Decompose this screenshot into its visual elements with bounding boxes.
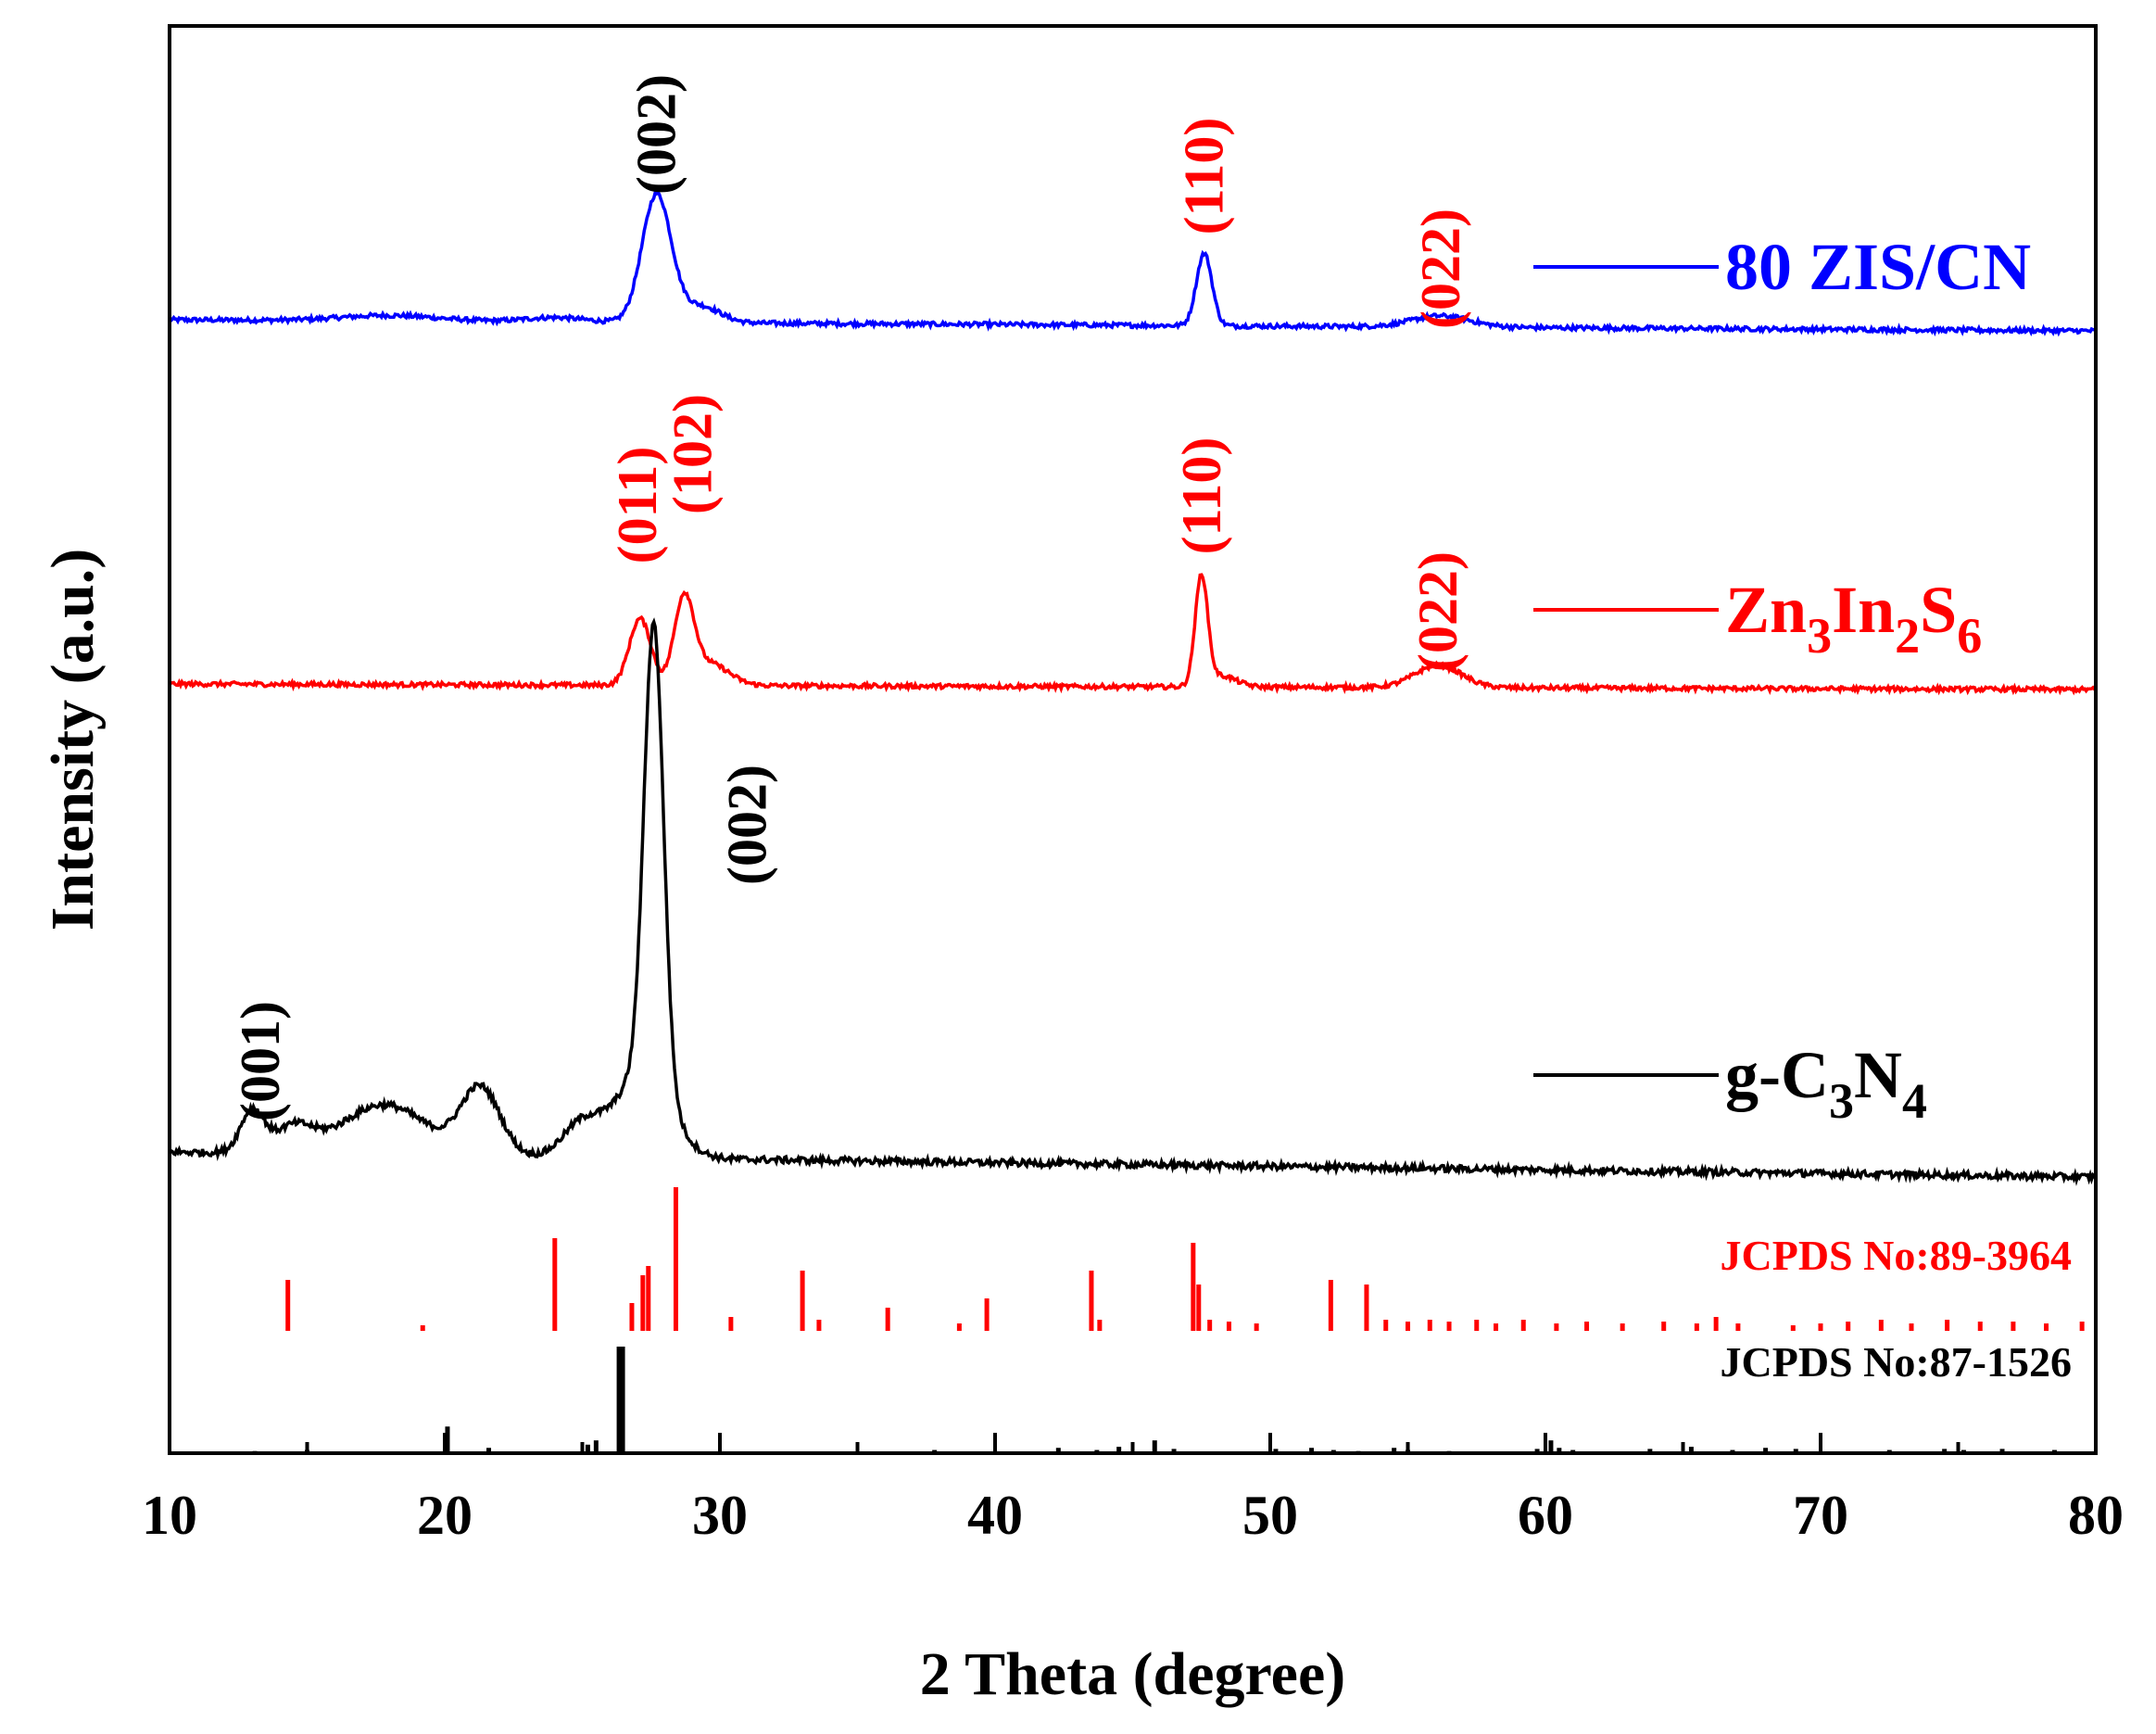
legend-label-part: 3 bbox=[1829, 1073, 1854, 1129]
peak-label: (002) bbox=[717, 765, 778, 885]
series-line-1 bbox=[168, 573, 2097, 696]
x-tick-label: 20 bbox=[417, 1485, 473, 1546]
peak-label: (011) bbox=[607, 447, 668, 564]
reference-patterns: JCPDS No:89-3964 JCPDS No:87-1526 bbox=[252, 1187, 2085, 1453]
x-tick-label: 30 bbox=[692, 1485, 748, 1546]
x-tick-label: 70 bbox=[1793, 1485, 1848, 1546]
legend-label-part: Zn bbox=[1725, 573, 1807, 647]
legend-label-part: 3 bbox=[1807, 608, 1832, 664]
series-line-0 bbox=[168, 189, 2096, 337]
peak-label: (022) bbox=[1410, 209, 1471, 329]
legend-label-part: S bbox=[1920, 573, 1957, 647]
peak-label: (002) bbox=[626, 74, 687, 195]
peak-label: (001) bbox=[230, 1001, 291, 1121]
peak-label: (102) bbox=[662, 394, 723, 514]
x-tick-label: 40 bbox=[967, 1485, 1023, 1546]
reference-label-0: JCPDS No:89-3964 bbox=[1721, 1232, 2072, 1279]
x-tick-label: 10 bbox=[142, 1485, 197, 1546]
legend-label-part: N bbox=[1854, 1038, 1902, 1112]
y-axis-label: Intensity (a.u.) bbox=[39, 549, 107, 931]
legend-label-part: In bbox=[1832, 573, 1895, 647]
x-tick-label: 80 bbox=[2068, 1485, 2124, 1546]
x-tick-label: 50 bbox=[1242, 1485, 1298, 1546]
peak-annotations: (002) (110) (022) (011)(102) (110) (022) (001)… bbox=[230, 74, 1471, 1121]
x-tick-label: 60 bbox=[1518, 1485, 1573, 1546]
legend-label-part: 80 ZIS/CN bbox=[1725, 230, 2031, 304]
peak-label: (110) bbox=[1174, 118, 1235, 235]
legend-label-2: g-C3N4 bbox=[1725, 1038, 1927, 1129]
legend-label-1: Zn3In2S6 bbox=[1725, 573, 1982, 664]
legend-label-part: 4 bbox=[1902, 1073, 1927, 1129]
legend-label-part: g-C bbox=[1725, 1038, 1829, 1112]
legend-label-part: 2 bbox=[1895, 608, 1920, 664]
x-axis-ticks: 10 20 30 40 50 60 70 80 bbox=[142, 1433, 2124, 1546]
reference-label-1: JCPDS No:87-1526 bbox=[1721, 1338, 2072, 1386]
legend-label-0: 80 ZIS/CN bbox=[1725, 230, 2031, 304]
peak-label: (110) bbox=[1171, 437, 1232, 555]
series-layer bbox=[168, 189, 2098, 1186]
legend-label-part: 6 bbox=[1957, 608, 1982, 664]
x-axis-label: 2 Theta (degree) bbox=[920, 1640, 1345, 1708]
peak-label: (022) bbox=[1407, 551, 1469, 672]
series-line-2 bbox=[169, 617, 2098, 1186]
